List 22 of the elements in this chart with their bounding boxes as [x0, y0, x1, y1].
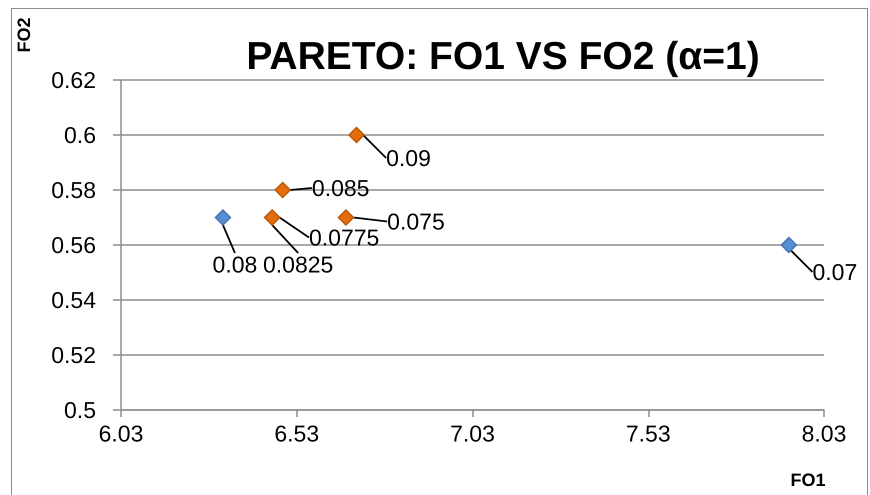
chart-title: PARETO: FO1 VS FO2 (α=1)	[246, 35, 760, 78]
annotation: 0.08	[212, 252, 258, 278]
x-tick-label: 7.53	[626, 420, 671, 446]
y-tick-label: 0.58	[51, 177, 96, 203]
x-axis-title: FO1	[790, 470, 826, 490]
x-tick-label: 6.53	[274, 420, 320, 446]
annotation: 0.07	[812, 259, 858, 285]
y-tick-label: 0.54	[51, 287, 96, 313]
annotation: 0.09	[386, 145, 431, 171]
annotation: 0.0825	[262, 252, 334, 278]
annotation: 0.0775	[308, 224, 380, 250]
y-tick-label: 0.56	[51, 232, 96, 258]
x-tick-label: 8.03	[802, 420, 846, 446]
y-tick-label: 0.5	[64, 397, 96, 423]
x-tick-label: 7.03	[450, 420, 495, 446]
y-tick-label: 0.52	[51, 342, 96, 368]
x-tick-label: 6.03	[98, 420, 144, 446]
y-axis-title: FO2	[14, 17, 34, 53]
y-tick-label: 0.62	[51, 67, 96, 93]
y-tick-label: 0.6	[64, 122, 96, 148]
annotation: 0.085	[312, 175, 370, 201]
annotation: 0.075	[387, 208, 445, 234]
